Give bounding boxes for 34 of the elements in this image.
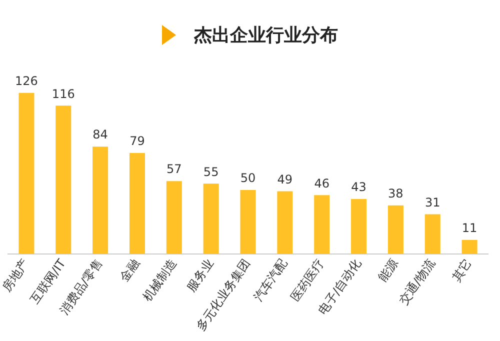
x-tick-label: 房地产 <box>0 256 32 294</box>
chart-title: 杰出企业行业分布 <box>194 24 338 47</box>
data-label: 49 <box>277 172 293 186</box>
data-label: 84 <box>92 128 108 142</box>
data-label: 46 <box>314 176 330 190</box>
bar <box>92 146 108 254</box>
x-tick-label: 金融 <box>117 256 142 284</box>
data-label: 116 <box>52 86 75 101</box>
data-label: 126 <box>15 74 38 88</box>
data-label: 43 <box>351 180 366 194</box>
data-label: 79 <box>130 134 145 148</box>
bar <box>277 191 293 254</box>
data-label: 31 <box>424 195 440 210</box>
data-label: 55 <box>203 164 219 179</box>
x-tick-label: 机械制造 <box>140 256 180 304</box>
bar <box>351 198 367 254</box>
bar <box>129 152 145 254</box>
bar <box>56 106 72 254</box>
x-tick-label: 汽车汽配 <box>250 256 290 304</box>
bar <box>388 205 404 254</box>
data-label: 38 <box>388 186 404 200</box>
bar <box>462 240 478 254</box>
data-label: 50 <box>240 171 256 186</box>
x-tick-label: 服务业 <box>184 256 216 294</box>
bar <box>424 214 440 254</box>
data-label: 57 <box>166 162 182 176</box>
bar <box>314 195 330 254</box>
x-tick-label: 其它 <box>449 256 475 284</box>
bar <box>203 184 219 254</box>
bar <box>18 92 34 254</box>
data-label: 11 <box>462 221 478 235</box>
bar <box>166 181 182 254</box>
x-tick-label: 能源 <box>375 256 401 284</box>
bar <box>240 190 256 254</box>
